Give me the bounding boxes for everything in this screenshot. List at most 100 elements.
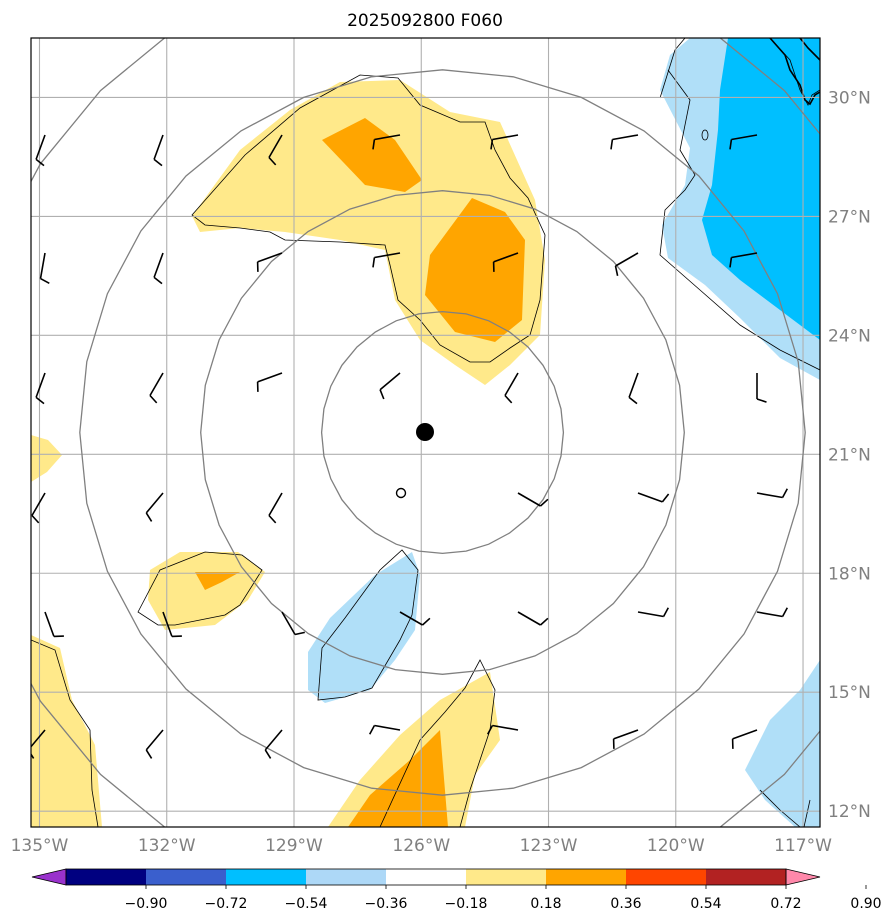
- region-orange-south: [348, 730, 448, 827]
- region-lightblue-southeast: [745, 660, 820, 827]
- colorbar-extend-low: [31, 868, 67, 886]
- lat-tick-label: 12°N: [828, 802, 871, 822]
- calm-wind-marker: [395, 487, 407, 499]
- colorbar-bin: [706, 869, 787, 885]
- range-ring-2: [200, 190, 685, 675]
- wind-barb: [637, 607, 670, 618]
- wind-barb: [614, 252, 639, 276]
- longitude-labels: 135°W 132°W 129°W 126°W 123°W 120°W 117°W: [11, 836, 832, 856]
- region-yellow-mid: [148, 552, 265, 630]
- wind-barbs: [31, 134, 789, 759]
- latitude-labels: 12°N 15°N 18°N 21°N 24°N 27°N 30°N: [828, 88, 871, 822]
- colorbar-bin: [626, 869, 707, 885]
- wind-barb: [44, 611, 64, 638]
- wind-barb: [490, 134, 519, 150]
- wind-barb: [517, 611, 549, 626]
- lon-tick-label: 117°W: [774, 836, 832, 856]
- colorbar-bin: [66, 869, 147, 885]
- colorbar-extend-high: [785, 868, 821, 886]
- wind-barb: [729, 252, 758, 268]
- wind-barb: [368, 724, 401, 735]
- colorbar-tick-label: 0.72: [770, 896, 801, 912]
- lon-tick-label: 129°W: [265, 836, 323, 856]
- wind-barb: [35, 134, 46, 167]
- lat-tick-label: 24°N: [828, 326, 871, 346]
- colorbar-outline: [65, 868, 787, 886]
- wind-barb: [145, 492, 164, 522]
- lat-tick-label: 21°N: [828, 445, 871, 465]
- lon-tick-label: 123°W: [520, 836, 578, 856]
- wind-barb: [612, 729, 639, 749]
- wind-barb: [731, 729, 758, 749]
- wind-barb: [756, 607, 789, 618]
- map-frame: [30, 37, 821, 828]
- wind-barb: [256, 372, 283, 392]
- lon-tick-label: 135°W: [11, 836, 69, 856]
- wind-barb: [610, 134, 639, 150]
- lat-tick-label: 15°N: [828, 683, 871, 703]
- lat-tick-label: 18°N: [828, 564, 871, 584]
- region-orange-north-b: [425, 198, 525, 342]
- wind-barb: [756, 488, 789, 499]
- colorbar-bin: [386, 869, 467, 885]
- colorbar-bin: [546, 869, 627, 885]
- colorbar-bin: [146, 869, 227, 885]
- wind-barb: [492, 252, 519, 272]
- wind-barb: [268, 134, 283, 166]
- colorbar-bin: [306, 869, 387, 885]
- contour-lines: [31, 38, 820, 827]
- colorbar-tick-label: −0.36: [365, 896, 408, 912]
- wind-barb: [486, 724, 519, 735]
- lon-tick-label: 120°W: [647, 836, 705, 856]
- wind-barb: [729, 134, 758, 150]
- colorbar-tick-label: −0.90: [125, 896, 168, 912]
- colorbar-bin: [466, 869, 547, 885]
- wind-barb: [281, 611, 305, 636]
- wind-barb: [256, 252, 283, 272]
- colorbar-tick-label: 0.90: [850, 896, 881, 912]
- storm-center-marker: [416, 423, 434, 441]
- wind-barb: [399, 611, 431, 626]
- wind-barb: [153, 134, 164, 167]
- region-deepblue-northeast: [702, 38, 820, 340]
- region-yellow-west: [31, 435, 62, 482]
- colorbar-tick-label: −0.54: [285, 896, 328, 912]
- wind-barb: [268, 492, 283, 524]
- region-lightblue-center: [308, 552, 420, 703]
- wind-barb: [153, 252, 164, 285]
- wind-barb: [517, 492, 549, 507]
- range-ring-3: [79, 69, 806, 796]
- wind-barb: [372, 134, 401, 150]
- wind-barb: [264, 729, 283, 759]
- wind-barb: [637, 492, 670, 503]
- colorbar-tick-label: 0.18: [530, 896, 561, 912]
- wind-barb: [31, 492, 46, 524]
- gridlines: [31, 38, 820, 827]
- lat-tick-label: 27°N: [828, 207, 871, 227]
- region-orange-mid: [195, 572, 240, 590]
- wind-barb: [162, 611, 182, 638]
- region-orange-north-a: [322, 118, 422, 192]
- colorbar-tick-label: −0.18: [445, 896, 488, 912]
- lat-tick-label: 30°N: [828, 88, 871, 108]
- wind-barb: [504, 372, 519, 404]
- colorbar-tick-label: −0.72: [205, 896, 248, 912]
- figure-title: 2025092800 F060: [347, 11, 503, 31]
- wind-barb: [35, 372, 46, 405]
- lon-tick-label: 132°W: [138, 836, 196, 856]
- wind-barb: [372, 252, 401, 268]
- lon-tick-label: 126°W: [392, 836, 450, 856]
- colorbar-tick-label: 0.36: [610, 896, 641, 912]
- wind-barb: [149, 372, 164, 404]
- wind-barb: [39, 252, 50, 285]
- wind-barb: [628, 372, 639, 405]
- wind-barb: [756, 373, 767, 403]
- wind-barb: [145, 729, 164, 759]
- colorbar-bin: [226, 869, 307, 885]
- wind-barb: [379, 372, 401, 400]
- colorbar: −0.90 −0.72 −0.54 −0.36 −0.18 0.18 0.36 0.54 0.7…: [31, 868, 882, 912]
- region-yellow-southwest: [31, 635, 102, 827]
